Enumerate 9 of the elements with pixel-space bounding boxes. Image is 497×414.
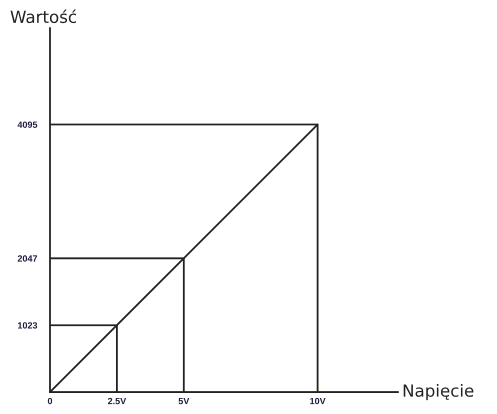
y-tick-label: 2047 bbox=[18, 255, 38, 262]
x-tick-label: 0 bbox=[48, 398, 52, 404]
x-tick-label: 10V bbox=[310, 398, 326, 404]
x-tick-label: 5V bbox=[178, 398, 190, 404]
y-tick-label: 4095 bbox=[18, 121, 38, 128]
y-tick-label: 1023 bbox=[18, 322, 38, 329]
y-axis-title: Wartość bbox=[10, 10, 76, 24]
x-tick-label: 2.5V bbox=[108, 398, 126, 404]
x-axis-title: Napięcie bbox=[404, 384, 474, 400]
